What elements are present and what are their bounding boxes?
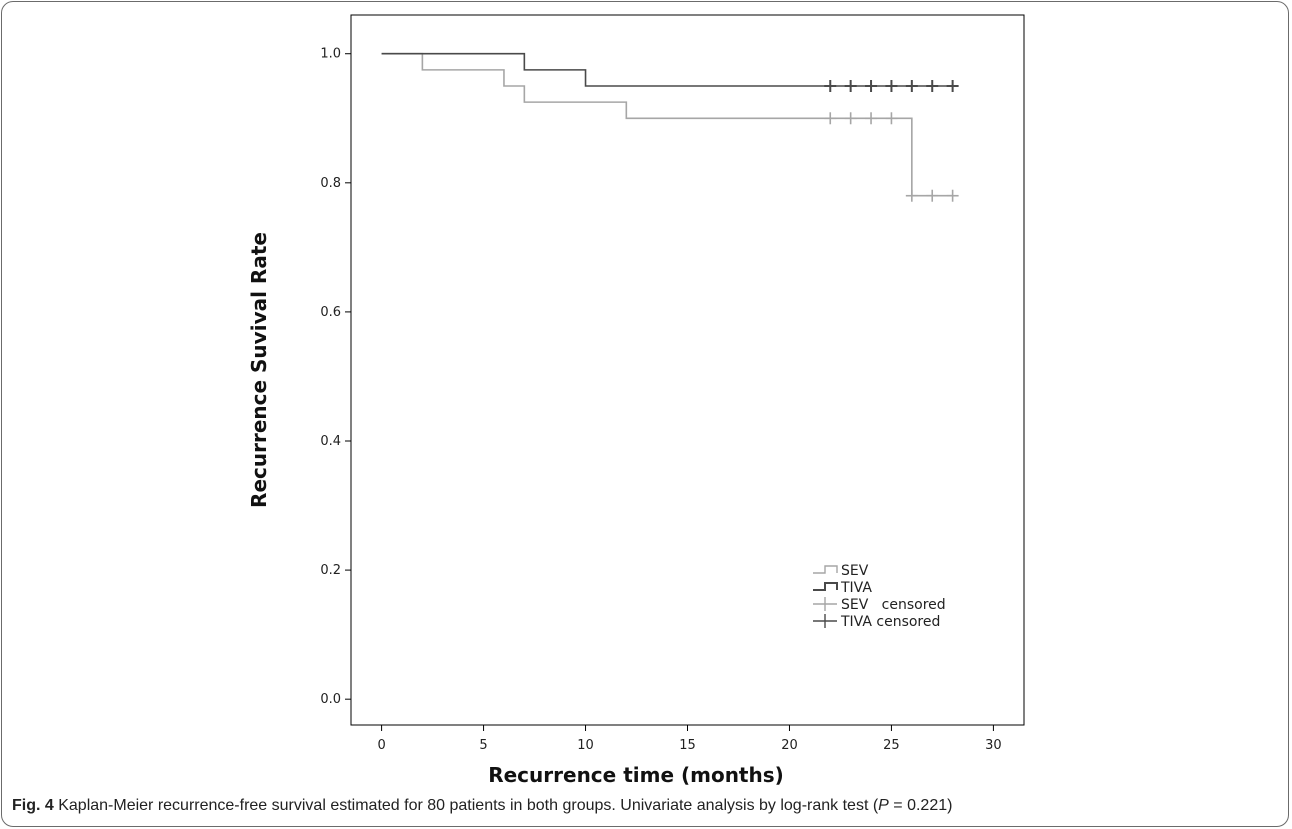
censor-mark-sev xyxy=(905,189,918,202)
y-tick-label: 0.4 xyxy=(320,434,341,449)
caption-p-value: = 0.221) xyxy=(888,797,953,814)
legend-line-icon xyxy=(813,565,838,574)
legend-label: SEV xyxy=(841,563,869,579)
km-chart: 0 5 10 15 20 25 30 0.0 0.2 0.4 0.6 0.8 1.0 SEVTIVAS… xyxy=(247,14,1025,787)
figure-label: Fig. 4 xyxy=(12,797,54,814)
censor-mark-sev xyxy=(844,112,857,125)
legend-label: TIVA xyxy=(840,580,872,596)
y-tick-label: 0.8 xyxy=(320,176,341,191)
y-tick-label: 0.2 xyxy=(320,563,341,578)
legend-label: TIVA censored xyxy=(840,614,940,630)
y-tick-label: 0.6 xyxy=(320,305,341,320)
y-tick-label: 0.0 xyxy=(320,692,341,707)
censor-mark-sev xyxy=(926,189,939,202)
x-tick-label: 5 xyxy=(479,738,487,753)
censor-mark-sev xyxy=(885,112,898,125)
x-tick-label: 25 xyxy=(883,738,900,753)
series-line-tiva xyxy=(381,52,953,87)
x-axis: 0 5 10 15 20 25 30 xyxy=(377,725,1002,753)
series-layer xyxy=(381,52,959,202)
x-axis-title: Recurrence time (months) xyxy=(488,763,784,787)
y-tick-label: 1.0 xyxy=(320,47,341,62)
figure-caption: Fig. 4 Kaplan-Meier recurrence-free surv… xyxy=(12,797,1282,815)
x-tick-label: 10 xyxy=(577,738,594,753)
censor-mark-tiva xyxy=(824,80,837,92)
y-axis: 0.0 0.2 0.4 0.6 0.8 1.0 xyxy=(320,47,351,707)
legend-item: TIVA xyxy=(813,580,872,596)
caption-p-symbol: P xyxy=(878,797,889,814)
x-tick-label: 30 xyxy=(985,738,1002,753)
censor-mark-tiva xyxy=(844,80,857,92)
censor-mark-tiva xyxy=(905,80,918,92)
legend-item: TIVA censored xyxy=(813,614,940,630)
x-tick-label: 15 xyxy=(679,738,696,753)
legend-censor-icon xyxy=(813,597,837,611)
censor-mark-tiva xyxy=(885,80,898,92)
legend-label: SEV censored xyxy=(841,597,946,613)
censor-mark-tiva xyxy=(946,80,959,92)
legend-item: SEV xyxy=(813,563,869,579)
x-tick-label: 0 xyxy=(377,738,385,753)
censor-mark-sev xyxy=(865,112,878,125)
legend-censor-icon xyxy=(813,614,837,628)
y-axis-title: Recurrence Suvival Rate xyxy=(247,232,271,508)
series-line-sev xyxy=(381,52,953,197)
censor-mark-sev xyxy=(824,112,837,125)
censor-mark-tiva xyxy=(865,80,878,92)
caption-text: Kaplan-Meier recurrence-free survival es… xyxy=(53,797,879,814)
censor-mark-sev xyxy=(946,189,959,202)
x-tick-label: 20 xyxy=(781,738,798,753)
censor-mark-tiva xyxy=(926,80,939,92)
legend-line-icon xyxy=(813,582,838,591)
legend-item: SEV censored xyxy=(813,597,946,613)
